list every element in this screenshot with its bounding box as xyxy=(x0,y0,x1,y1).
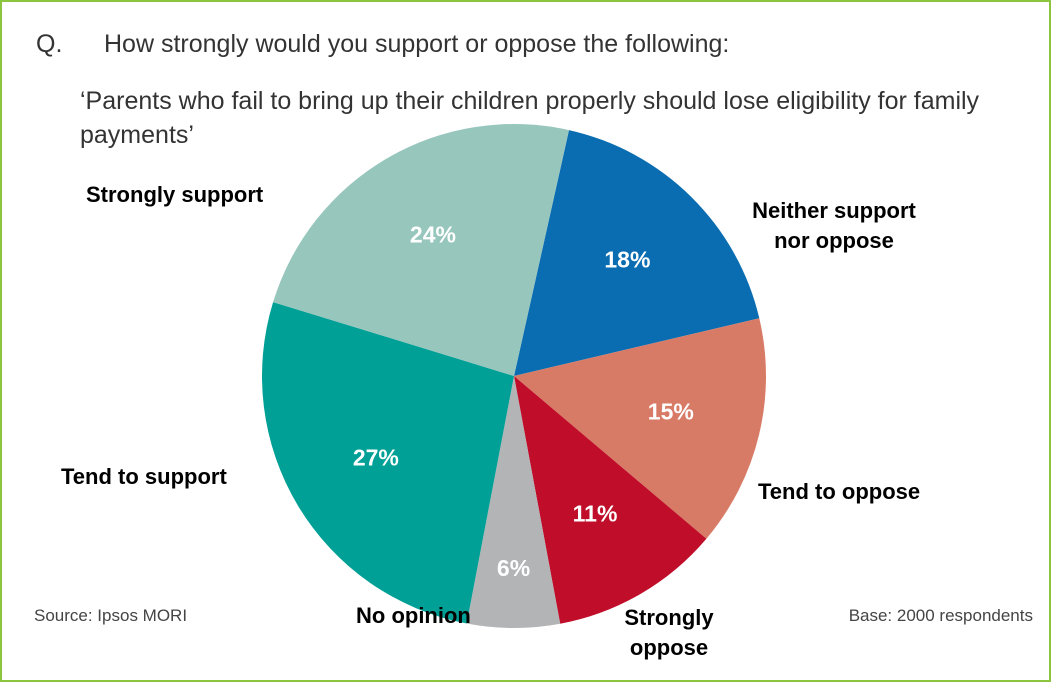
label-strongly-oppose-line2: oppose xyxy=(604,633,734,663)
label-strongly-support: Strongly support xyxy=(86,180,263,210)
pie-value-tend-to-oppose: 15% xyxy=(648,399,694,425)
label-neither: Neither support nor oppose xyxy=(714,196,954,256)
pie-value-tend-to-support: 27% xyxy=(353,444,399,470)
source-note: Source: Ipsos MORI xyxy=(34,606,187,626)
pie-value-strongly-support: 24% xyxy=(410,222,456,248)
label-strongly-oppose-line1: Strongly xyxy=(604,603,734,633)
label-strongly-oppose: Strongly oppose xyxy=(604,603,734,663)
base-note: Base: 2000 respondents xyxy=(849,606,1033,626)
pie-value-strongly-oppose: 11% xyxy=(573,501,618,527)
label-no-opinion: No opinion xyxy=(356,601,471,631)
pie-value-neither-support-nor-oppose: 18% xyxy=(604,246,650,272)
label-tend-to-oppose: Tend to oppose xyxy=(758,477,920,507)
label-tend-to-support: Tend to support xyxy=(61,462,227,492)
label-neither-line1: Neither support xyxy=(714,196,954,226)
pie-value-no-opinion: 6% xyxy=(497,555,530,581)
label-neither-line2: nor oppose xyxy=(714,226,954,256)
